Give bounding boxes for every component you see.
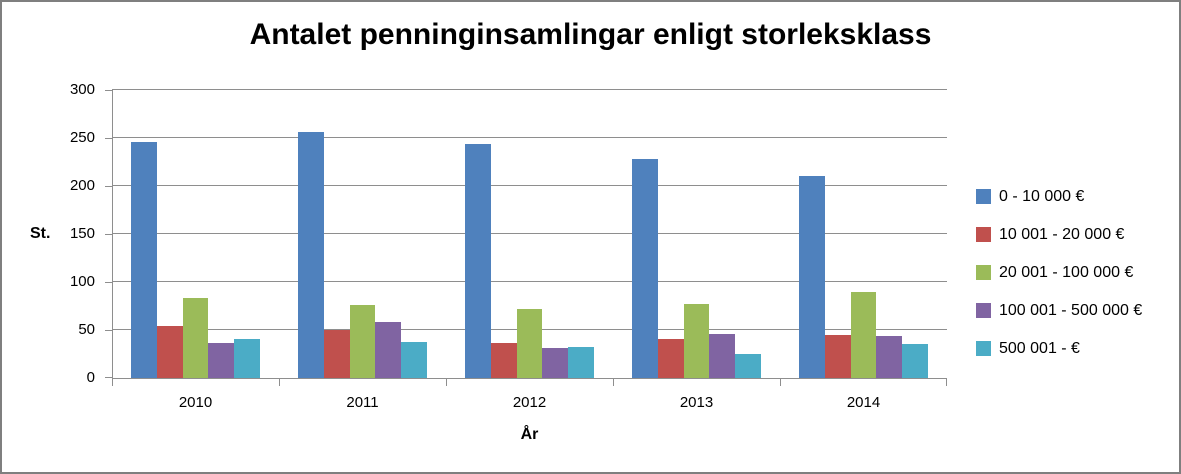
- bar: [876, 335, 903, 378]
- legend-label: 20 001 - 100 000 €: [999, 263, 1134, 281]
- legend: 0 - 10 000 € 10 001 - 20 000 € 20 001 - 10…: [976, 188, 1142, 378]
- bar: [298, 132, 324, 378]
- y-tick: [105, 282, 112, 283]
- bar: [156, 326, 183, 378]
- gridline: [112, 233, 947, 234]
- y-tick-label: 0: [86, 369, 95, 386]
- legend-label: 10 001 - 20 000 €: [999, 225, 1125, 243]
- gridline: [112, 185, 947, 186]
- chart-title: Antalet penninginsamlingar enligt storle…: [249, 18, 932, 51]
- y-tick: [105, 138, 112, 139]
- legend-swatch: [976, 303, 991, 318]
- legend-item: 20 001 - 100 000 €: [976, 264, 1142, 281]
- bar: [902, 344, 928, 378]
- bar: [490, 343, 517, 378]
- x-tick-label: 2014: [846, 394, 881, 411]
- x-tick: [112, 378, 113, 386]
- x-tick-label: 2012: [512, 394, 547, 411]
- gridline: [112, 137, 947, 138]
- bar: [568, 347, 594, 378]
- bar: [234, 338, 260, 378]
- x-axis-line: [112, 378, 947, 379]
- bar: [349, 305, 376, 378]
- x-tick: [946, 378, 947, 386]
- bar: [323, 330, 350, 378]
- gridline: [112, 281, 947, 282]
- bar: [131, 141, 157, 378]
- bar: [824, 334, 851, 378]
- legend-swatch: [976, 227, 991, 242]
- bar: [799, 176, 825, 378]
- legend-label: 0 - 10 000 €: [999, 187, 1085, 205]
- legend-item: 0 - 10 000 €: [976, 188, 1142, 205]
- x-tick: [279, 378, 280, 386]
- bar: [632, 159, 658, 378]
- x-tick-label: 2013: [679, 394, 714, 411]
- legend-item: 10 001 - 20 000 €: [976, 226, 1142, 243]
- bar: [182, 298, 209, 378]
- y-tick: [105, 377, 112, 378]
- bar: [375, 322, 402, 378]
- y-tick: [105, 234, 112, 235]
- bar: [657, 338, 684, 378]
- y-tick-label: 150: [69, 225, 95, 242]
- bar: [735, 354, 761, 378]
- bar: [850, 291, 877, 378]
- y-tick-label: 250: [69, 129, 95, 146]
- bar: [516, 308, 543, 378]
- y-tick-label: 300: [69, 81, 95, 98]
- legend-swatch: [976, 189, 991, 204]
- y-tick-label: 50: [78, 321, 95, 338]
- plot-area: [105, 89, 947, 386]
- bar: [683, 304, 710, 378]
- legend-item: 500 001 - €: [976, 340, 1142, 357]
- legend-swatch: [976, 265, 991, 280]
- x-tick: [446, 378, 447, 386]
- y-tick-label: 200: [69, 177, 95, 194]
- bar: [401, 342, 427, 378]
- bar: [542, 348, 569, 378]
- bar-group-2010: [112, 90, 279, 378]
- bar: [465, 143, 491, 378]
- bar-group-2012: [446, 90, 613, 378]
- bar-group-2013: [613, 90, 780, 378]
- y-tick: [105, 330, 112, 331]
- y-axis-title: St.: [30, 225, 51, 242]
- bar: [208, 343, 235, 378]
- legend-swatch: [976, 341, 991, 356]
- bar: [709, 333, 736, 378]
- x-tick-label: 2011: [346, 394, 379, 411]
- x-tick: [780, 378, 781, 386]
- y-tick: [105, 90, 112, 91]
- x-tick: [613, 378, 614, 386]
- y-tick-label: 100: [69, 273, 95, 290]
- x-tick-label: 2010: [178, 394, 213, 411]
- gridline: [112, 89, 947, 90]
- y-axis-line: [112, 90, 113, 378]
- y-tick: [105, 186, 112, 187]
- bar-group-2014: [780, 90, 947, 378]
- bar-group-2011: [279, 90, 446, 378]
- legend-item: 100 001 - 500 000 €: [976, 302, 1142, 319]
- x-axis-title: År: [520, 426, 539, 443]
- legend-label: 500 001 - €: [999, 339, 1080, 357]
- legend-label: 100 001 - 500 000 €: [999, 301, 1143, 319]
